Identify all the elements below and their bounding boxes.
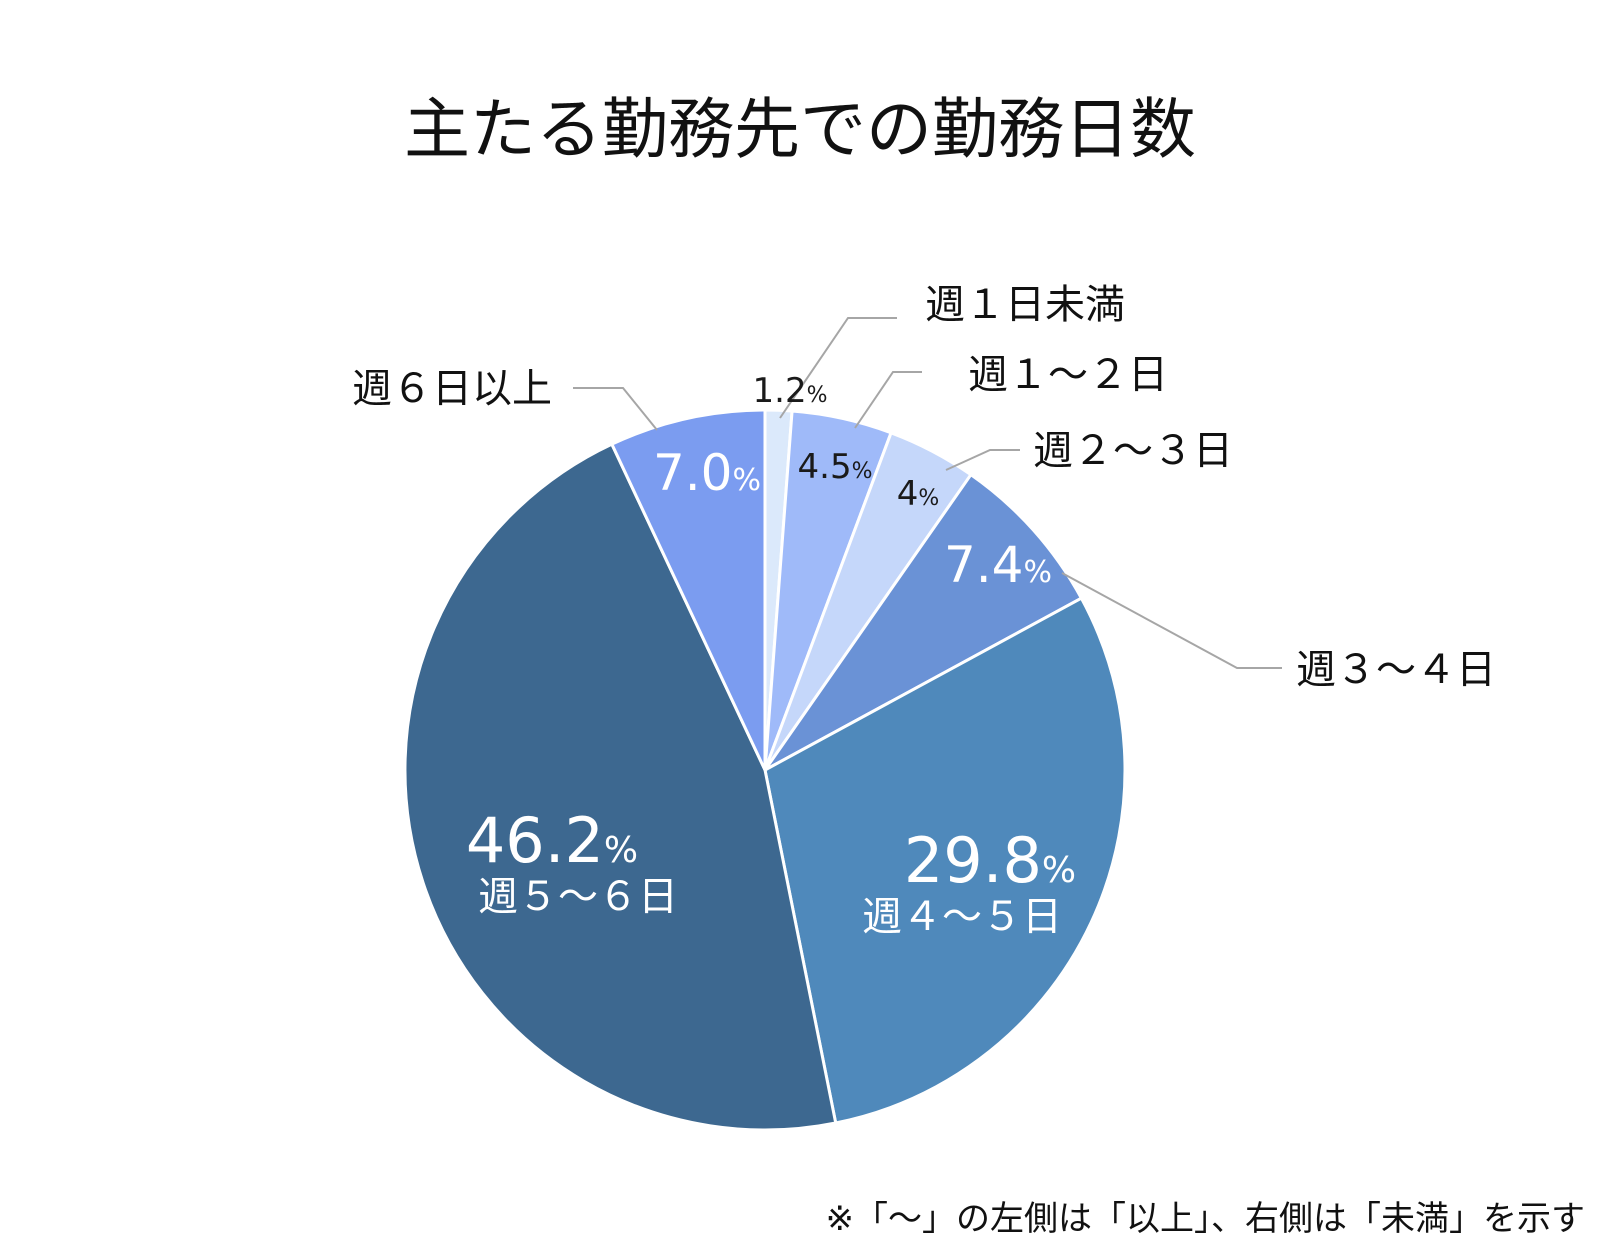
slice-category-label: 週４～５日	[862, 894, 1062, 940]
slice-category-label: 週３～４日	[1296, 647, 1496, 693]
slice-leader-line	[573, 387, 658, 431]
pie-slices	[403, 408, 1127, 1132]
slice-leader-line	[1061, 572, 1282, 669]
leader-lines	[573, 317, 1282, 669]
pie-slice	[763, 473, 1083, 772]
slice-value-label: 7.4%	[944, 536, 1052, 594]
slice-value-label: 29.8%	[904, 824, 1076, 897]
chart-title: 主たる勤務先での勤務日数	[404, 91, 1196, 168]
slice-category-label: 週１～２日	[968, 352, 1168, 398]
slice-value-label: 4%	[897, 474, 940, 514]
footnote: ※「～」の左側は「以上」、右側は「未満」を示す	[826, 1199, 1586, 1239]
slice-leader-line	[779, 317, 897, 419]
slice-category-label: 週２～３日	[1033, 428, 1233, 474]
slice-value-label: 4.5%	[798, 447, 873, 487]
slice-leader-line	[854, 371, 922, 429]
pie-slice	[763, 596, 1127, 1125]
slice-category-label: 週５～６日	[478, 874, 678, 920]
slice-value-label: 7.0%	[653, 444, 761, 502]
slice-leader-line	[945, 449, 1020, 471]
pie-slice	[403, 442, 838, 1132]
slice-labels: 1.2%週１日未満4.5%週１～２日4%週２～３日7.4%週３～４日29.8%週…	[352, 282, 1496, 940]
slice-category-label: 週１日未満	[925, 282, 1125, 328]
pie-slice	[610, 408, 767, 772]
slice-value-label: 1.2%	[753, 371, 828, 411]
slice-value-label: 46.2%	[466, 804, 638, 877]
slice-category-label: 週６日以上	[352, 366, 552, 412]
